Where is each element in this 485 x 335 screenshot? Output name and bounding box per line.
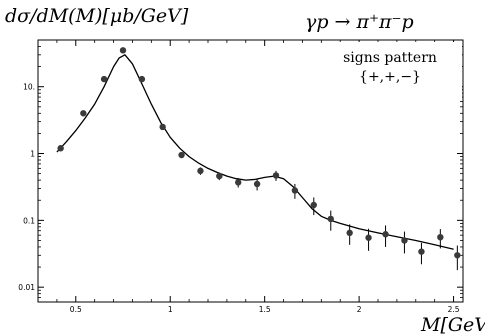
chart-subtitle: γp → π⁺π⁻p [305, 11, 414, 33]
data-point [138, 75, 146, 83]
data-point [310, 201, 317, 209]
data-points-layer [57, 47, 461, 271]
data-point [235, 179, 242, 186]
data-point [272, 172, 280, 179]
data-point [401, 237, 408, 244]
legend-line-2: {+,+,−} [359, 69, 421, 85]
data-point [216, 172, 223, 180]
data-point [454, 252, 461, 259]
y-tick-label: 1 [30, 150, 35, 159]
x-tick-label: 0.5 [70, 305, 82, 314]
y-tick-label: 0.01 [18, 283, 35, 292]
plot-frame [37, 39, 464, 303]
x-tick-label: 1.5 [259, 305, 271, 314]
chart-title: dσ/dM(M)[μb/GeV] [5, 5, 189, 27]
data-point [159, 123, 166, 131]
data-point [327, 215, 334, 223]
data-point [382, 231, 389, 238]
x-tick-label: 2 [357, 305, 362, 314]
legend-box [326, 42, 462, 100]
data-point [80, 110, 87, 117]
data-point [100, 75, 108, 83]
y-tick-label: 0.1 [23, 216, 35, 225]
data-point [346, 229, 353, 237]
chart-title-text: dσ/dM(M)[μb/GeV] [5, 5, 189, 27]
fit-curve-layer [56, 54, 454, 250]
data-point [57, 145, 64, 152]
data-point [291, 187, 299, 194]
x-axis-label: M[GeV] [420, 314, 485, 335]
data-point [178, 151, 185, 159]
x-tick-label: 2.5 [448, 305, 460, 314]
data-point [437, 233, 444, 241]
y-tick-label: 10. [23, 83, 35, 92]
data-point [197, 167, 204, 175]
data-point [418, 248, 425, 255]
data-point [119, 47, 127, 54]
fit-curve [56, 54, 454, 250]
data-point [365, 234, 372, 241]
legend-line-1: signs pattern [343, 50, 437, 66]
x-tick-label: 1 [168, 305, 173, 314]
data-point [253, 180, 261, 188]
